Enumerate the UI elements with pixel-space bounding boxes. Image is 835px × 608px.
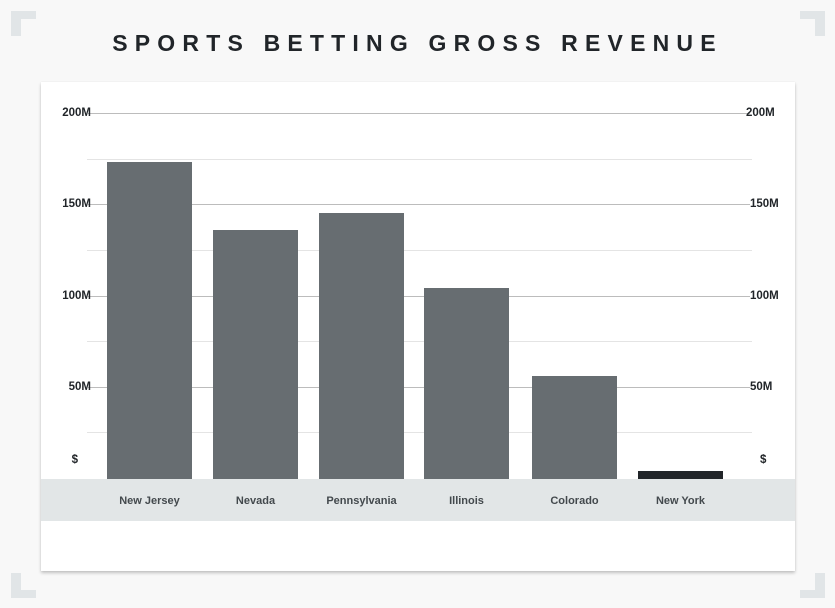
y-tick-label-left: 100M (62, 290, 91, 302)
y-tick-label-right: $ (760, 454, 767, 466)
gridline-minor (87, 250, 752, 251)
gridline-major (88, 204, 750, 205)
y-tick-label-left: 50M (68, 381, 91, 393)
corner-bracket-bottom-left (11, 573, 36, 598)
y-tick-label-right: 150M (750, 198, 779, 210)
x-tick-label: Nevada (235, 495, 276, 507)
y-tick-label-right: 200M (746, 107, 775, 119)
gridline-minor (87, 159, 752, 160)
bar-pennsylvania (319, 213, 404, 479)
x-tick-label: New York (655, 495, 706, 507)
x-tick-label: New Jersey (119, 495, 180, 507)
x-tick-label: Pennsylvania (326, 495, 397, 507)
chart-card: 200M 200M 150M 150M 100M 100M 50M 50M $ $ New Jer… (41, 82, 795, 571)
gridline-major (88, 113, 750, 114)
y-tick-label-left: $ (71, 454, 78, 466)
gridline-minor (87, 432, 752, 433)
bar-illinois (424, 288, 509, 479)
y-tick-label-left: 200M (62, 107, 91, 119)
gridline-minor (87, 341, 752, 342)
bar-colorado (532, 376, 617, 479)
corner-bracket-bottom-right (800, 573, 825, 598)
chart-title: SPORTS BETTING GROSS REVENUE (112, 30, 723, 56)
y-tick-label-right: 100M (750, 290, 779, 302)
y-tick-label-left: 150M (62, 198, 91, 210)
x-tick-label: Colorado (550, 495, 599, 507)
corner-bracket-top-right (800, 11, 825, 36)
bar-new-jersey (107, 162, 192, 479)
y-tick-label-right: 50M (750, 381, 773, 393)
gridline-major (88, 387, 750, 388)
bar-new-york (638, 471, 723, 479)
x-tick-label: Illinois (449, 495, 484, 507)
bar-nevada (213, 230, 298, 479)
x-axis-band: New Jersey Nevada Pennsylvania Illinois Colo… (41, 479, 795, 521)
gridline-major (88, 296, 750, 297)
corner-bracket-top-left (11, 11, 36, 36)
